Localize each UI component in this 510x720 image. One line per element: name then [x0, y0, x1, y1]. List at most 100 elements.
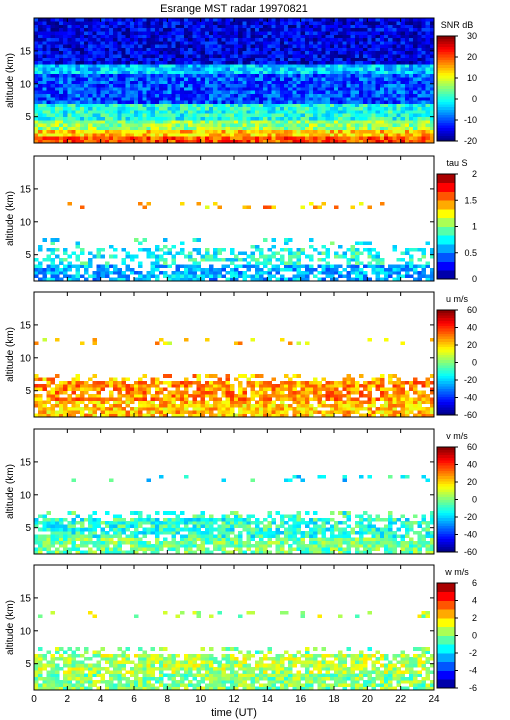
heatmap-cell: [217, 90, 222, 94]
colorbar-swatch: [437, 135, 455, 139]
heatmap-cell: [229, 139, 235, 144]
heatmap-cell: [350, 139, 356, 144]
heatmap-cell: [354, 257, 360, 262]
heatmap-cell: [146, 47, 151, 52]
heatmap-cell: [363, 110, 368, 114]
heatmap-cell: [417, 54, 422, 58]
heatmap-cell: [38, 116, 43, 121]
heatmap-cell: [334, 106, 339, 111]
heatmap-cell: [150, 80, 156, 85]
heatmap-cell: [429, 80, 435, 85]
heatmap-cell: [396, 110, 401, 114]
heatmap-cell: [259, 403, 264, 408]
heatmap-cell: [238, 100, 243, 104]
heatmap-cell: [46, 83, 51, 88]
heatmap-cell: [200, 393, 206, 398]
heatmap-cell: [246, 261, 251, 265]
heatmap-cell: [359, 267, 364, 272]
heatmap-cell: [275, 119, 281, 124]
heatmap-cell: [359, 251, 364, 255]
heatmap-cell: [350, 83, 356, 88]
heatmap-cell: [213, 96, 218, 101]
heatmap-cell: [404, 27, 410, 32]
heatmap-cell: [167, 119, 172, 124]
heatmap-cell: [413, 90, 418, 94]
heatmap-cell: [42, 274, 47, 279]
heatmap-cell: [342, 119, 347, 124]
heatmap-cell: [279, 83, 285, 88]
heatmap-cell: [363, 37, 368, 42]
heatmap-cell: [317, 251, 322, 255]
heatmap-cell: [213, 54, 218, 58]
heatmap-cell: [221, 77, 226, 81]
heatmap-cell: [159, 113, 164, 117]
heatmap-cell: [254, 50, 260, 55]
heatmap-cell: [59, 44, 64, 48]
heatmap-cell: [179, 41, 185, 45]
heatmap-cell: [354, 119, 360, 124]
heatmap-cell: [38, 106, 43, 111]
heatmap-cell: [171, 64, 176, 68]
heatmap-cell: [309, 244, 314, 249]
heatmap-cell: [221, 60, 226, 65]
heatmap-cell: [204, 271, 210, 275]
heatmap-cell: [221, 70, 226, 75]
heatmap-cell: [300, 106, 306, 111]
heatmap-cell: [234, 403, 239, 408]
heatmap-cell: [71, 47, 76, 52]
heatmap-cell: [175, 18, 181, 22]
heatmap-cell: [354, 100, 360, 104]
heatmap-cell: [71, 50, 76, 55]
heatmap-cell: [88, 400, 93, 405]
heatmap-cell: [271, 103, 276, 108]
heatmap-cell: [229, 96, 235, 101]
heatmap-cell: [309, 80, 314, 85]
heatmap-cell: [350, 96, 356, 101]
heatmap-cell: [242, 70, 247, 75]
heatmap-cell: [88, 96, 93, 101]
heatmap-cell: [67, 393, 72, 398]
heatmap-cell: [71, 264, 76, 269]
heatmap-cell: [209, 257, 214, 262]
heatmap-cell: [154, 90, 160, 94]
heatmap-cell: [338, 73, 343, 78]
heatmap-cell: [375, 67, 381, 71]
heatmap-cell: [363, 83, 368, 88]
heatmap-cell: [309, 27, 314, 32]
heatmap-cell: [354, 139, 360, 144]
heatmap-cell: [429, 410, 435, 415]
heatmap-cell: [188, 413, 193, 418]
heatmap-cell: [296, 90, 301, 94]
heatmap-cell: [204, 83, 210, 88]
heatmap-cell: [346, 110, 351, 114]
heatmap-cell: [359, 261, 364, 265]
heatmap-cell: [146, 126, 151, 131]
heatmap-cell: [109, 37, 114, 42]
heatmap-cell: [163, 133, 168, 137]
heatmap-cell: [417, 126, 422, 131]
heatmap-cell: [292, 80, 297, 85]
heatmap-cell: [300, 103, 306, 108]
heatmap-cell: [96, 70, 101, 75]
heatmap-cell: [300, 34, 306, 39]
heatmap-cell: [75, 257, 81, 262]
heatmap-cell: [379, 60, 385, 65]
heatmap-cell: [367, 126, 372, 131]
heatmap-cell: [325, 80, 331, 85]
heatmap-cell: [375, 90, 381, 94]
heatmap-cell: [300, 277, 306, 282]
heatmap-cell: [134, 37, 139, 42]
heatmap-cell: [329, 277, 335, 282]
heatmap-cell: [109, 83, 114, 88]
heatmap-cell: [213, 133, 218, 137]
heatmap-cell: [421, 31, 426, 35]
heatmap-cell: [229, 18, 235, 22]
heatmap-cell: [292, 267, 297, 272]
heatmap-cell: [59, 50, 64, 55]
heatmap-cell: [71, 54, 76, 58]
heatmap-cell: [354, 129, 360, 134]
heatmap-cell: [209, 271, 214, 275]
heatmap-cell: [271, 126, 276, 131]
heatmap-cell: [388, 44, 393, 48]
heatmap-cell: [179, 100, 185, 104]
